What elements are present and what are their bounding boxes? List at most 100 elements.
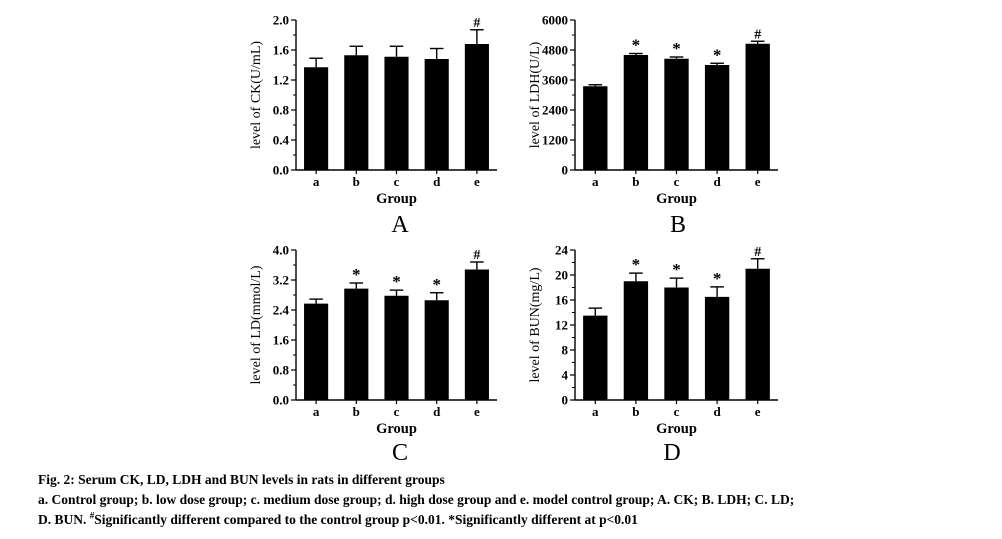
asterisk-marker-d: *	[713, 269, 722, 288]
y-tick-label: 0.4	[273, 133, 290, 148]
x-tick-label-a: a	[592, 174, 599, 189]
x-tick-label-b: b	[632, 174, 639, 189]
y-tick-label: 16	[555, 293, 569, 308]
y-axis-title: level of LDH(U/L)	[528, 41, 543, 148]
panel-label: D	[663, 440, 680, 466]
x-tick-label-b: b	[632, 404, 639, 419]
y-axis-title: level of LD(mmol/L)	[249, 265, 264, 384]
y-tick-label: 1200	[542, 133, 568, 148]
x-axis-title: Group	[656, 421, 697, 437]
x-tick-label-b: b	[353, 404, 360, 419]
bar-a	[304, 67, 329, 170]
bar-b	[623, 55, 649, 170]
x-tick-label-e: e	[755, 174, 761, 189]
y-tick-label: 1.6	[273, 43, 290, 58]
bar-e	[745, 43, 770, 170]
bar-d	[424, 300, 449, 400]
y-tick-label: 3.2	[273, 273, 289, 288]
hash-marker-e: #	[754, 27, 761, 42]
chart-panel-a: 0.0 0.4 0.8 1.2 1.6 2.0 a b c d e # Group level of CK…	[249, 13, 497, 238]
x-tick-label-d: d	[433, 404, 441, 419]
figure-panels: 0.0 0.4 0.8 1.2 1.6 2.0 a b c d e # Group level of CK…	[249, 13, 778, 466]
y-axis-title: level of BUN(mg/L)	[528, 267, 543, 382]
asterisk-marker-b: *	[632, 36, 641, 55]
y-tick-label: 1.6	[273, 333, 290, 348]
bar-c	[384, 295, 409, 400]
hash-marker-e: #	[754, 245, 761, 260]
bar-e	[464, 44, 489, 170]
x-tick-label-c: c	[394, 404, 400, 419]
x-tick-label-e: e	[474, 174, 480, 189]
x-tick-label-d: d	[713, 174, 721, 189]
asterisk-marker-c: *	[672, 39, 681, 58]
bar-b	[344, 288, 369, 400]
bar-a	[583, 315, 608, 400]
caption-hash-marker: #	[89, 510, 95, 521]
x-tick-label-d: d	[713, 404, 721, 419]
x-tick-label-a: a	[313, 404, 320, 419]
asterisk-marker-d: *	[432, 275, 441, 294]
panel-label: A	[391, 212, 409, 238]
figure-caption: Fig. 2: Serum CK, LD, LDH and BUN levels…	[38, 470, 993, 530]
y-tick-label: 0.8	[273, 363, 290, 378]
x-axis-title: Group	[376, 191, 417, 207]
y-tick-label: 2400	[542, 103, 568, 118]
chart-panel-b: 0 1200 2400 3600 4800 6000 a b * c * d * e # Group level…	[528, 13, 778, 238]
asterisk-marker-c: *	[392, 272, 401, 291]
y-tick-label: 4.0	[273, 243, 289, 258]
hash-marker-e: #	[473, 16, 480, 31]
caption-significance-line: D. BUN. #Significantly different compare…	[38, 510, 993, 530]
y-tick-label: 0	[562, 393, 569, 408]
panel-label: C	[392, 440, 408, 466]
bar-c	[664, 287, 689, 400]
hash-marker-e: #	[473, 248, 480, 263]
bar-a	[304, 303, 329, 400]
bar-b	[344, 55, 369, 170]
x-tick-label-b: b	[353, 174, 360, 189]
bar-d	[424, 59, 449, 170]
y-tick-label: 2.0	[273, 13, 289, 28]
bar-c	[384, 56, 409, 170]
y-tick-label: 3600	[542, 73, 568, 88]
x-tick-label-e: e	[755, 404, 761, 419]
bar-e	[464, 269, 489, 400]
caption-title: Fig. 2: Serum CK, LD, LDH and BUN levels…	[38, 472, 445, 487]
asterisk-marker-d: *	[713, 45, 722, 64]
y-tick-label: 20	[555, 268, 568, 283]
y-tick-label: 6000	[542, 13, 568, 28]
x-tick-label-a: a	[313, 174, 320, 189]
y-tick-label: 4800	[542, 43, 568, 58]
y-tick-label: 2.4	[273, 303, 290, 318]
caption-prefix: D. BUN.	[38, 512, 90, 527]
chart-panel-d: 0 4 8 12 16 20 24 a b * c * d * e # Group level of BUN(mg…	[528, 243, 778, 466]
x-axis-title: Group	[656, 191, 697, 207]
caption-significance-text: Significantly different compared to the …	[94, 512, 638, 527]
y-tick-label: 0.0	[273, 163, 289, 178]
x-tick-label-e: e	[474, 404, 480, 419]
x-tick-label-c: c	[674, 174, 680, 189]
x-tick-label-a: a	[592, 404, 599, 419]
y-tick-label: 0	[562, 163, 569, 178]
bar-a	[583, 86, 608, 170]
asterisk-marker-b: *	[352, 265, 361, 284]
asterisk-marker-c: *	[672, 260, 681, 279]
bar-d	[704, 65, 730, 170]
y-tick-label: 0.0	[273, 393, 289, 408]
x-tick-label-c: c	[394, 174, 400, 189]
y-tick-label: 8	[562, 343, 569, 358]
asterisk-marker-b: *	[632, 255, 641, 274]
bar-c	[664, 58, 689, 170]
y-tick-label: 0.8	[273, 103, 290, 118]
x-tick-label-c: c	[674, 404, 680, 419]
y-tick-label: 24	[555, 243, 569, 258]
caption-legend-line: a. Control group; b. low dose group; c. …	[38, 492, 795, 507]
chart-panel-c: 0.0 0.8 1.6 2.4 3.2 4.0 a b * c * d * e # Group level of…	[249, 243, 497, 466]
y-tick-label: 1.2	[273, 73, 289, 88]
bar-b	[623, 281, 649, 400]
panel-label: B	[670, 212, 686, 238]
x-tick-label-d: d	[433, 174, 441, 189]
bar-d	[704, 296, 730, 400]
y-tick-label: 12	[555, 318, 568, 333]
bar-e	[745, 268, 770, 400]
y-axis-title: level of CK(U/mL)	[249, 41, 264, 149]
